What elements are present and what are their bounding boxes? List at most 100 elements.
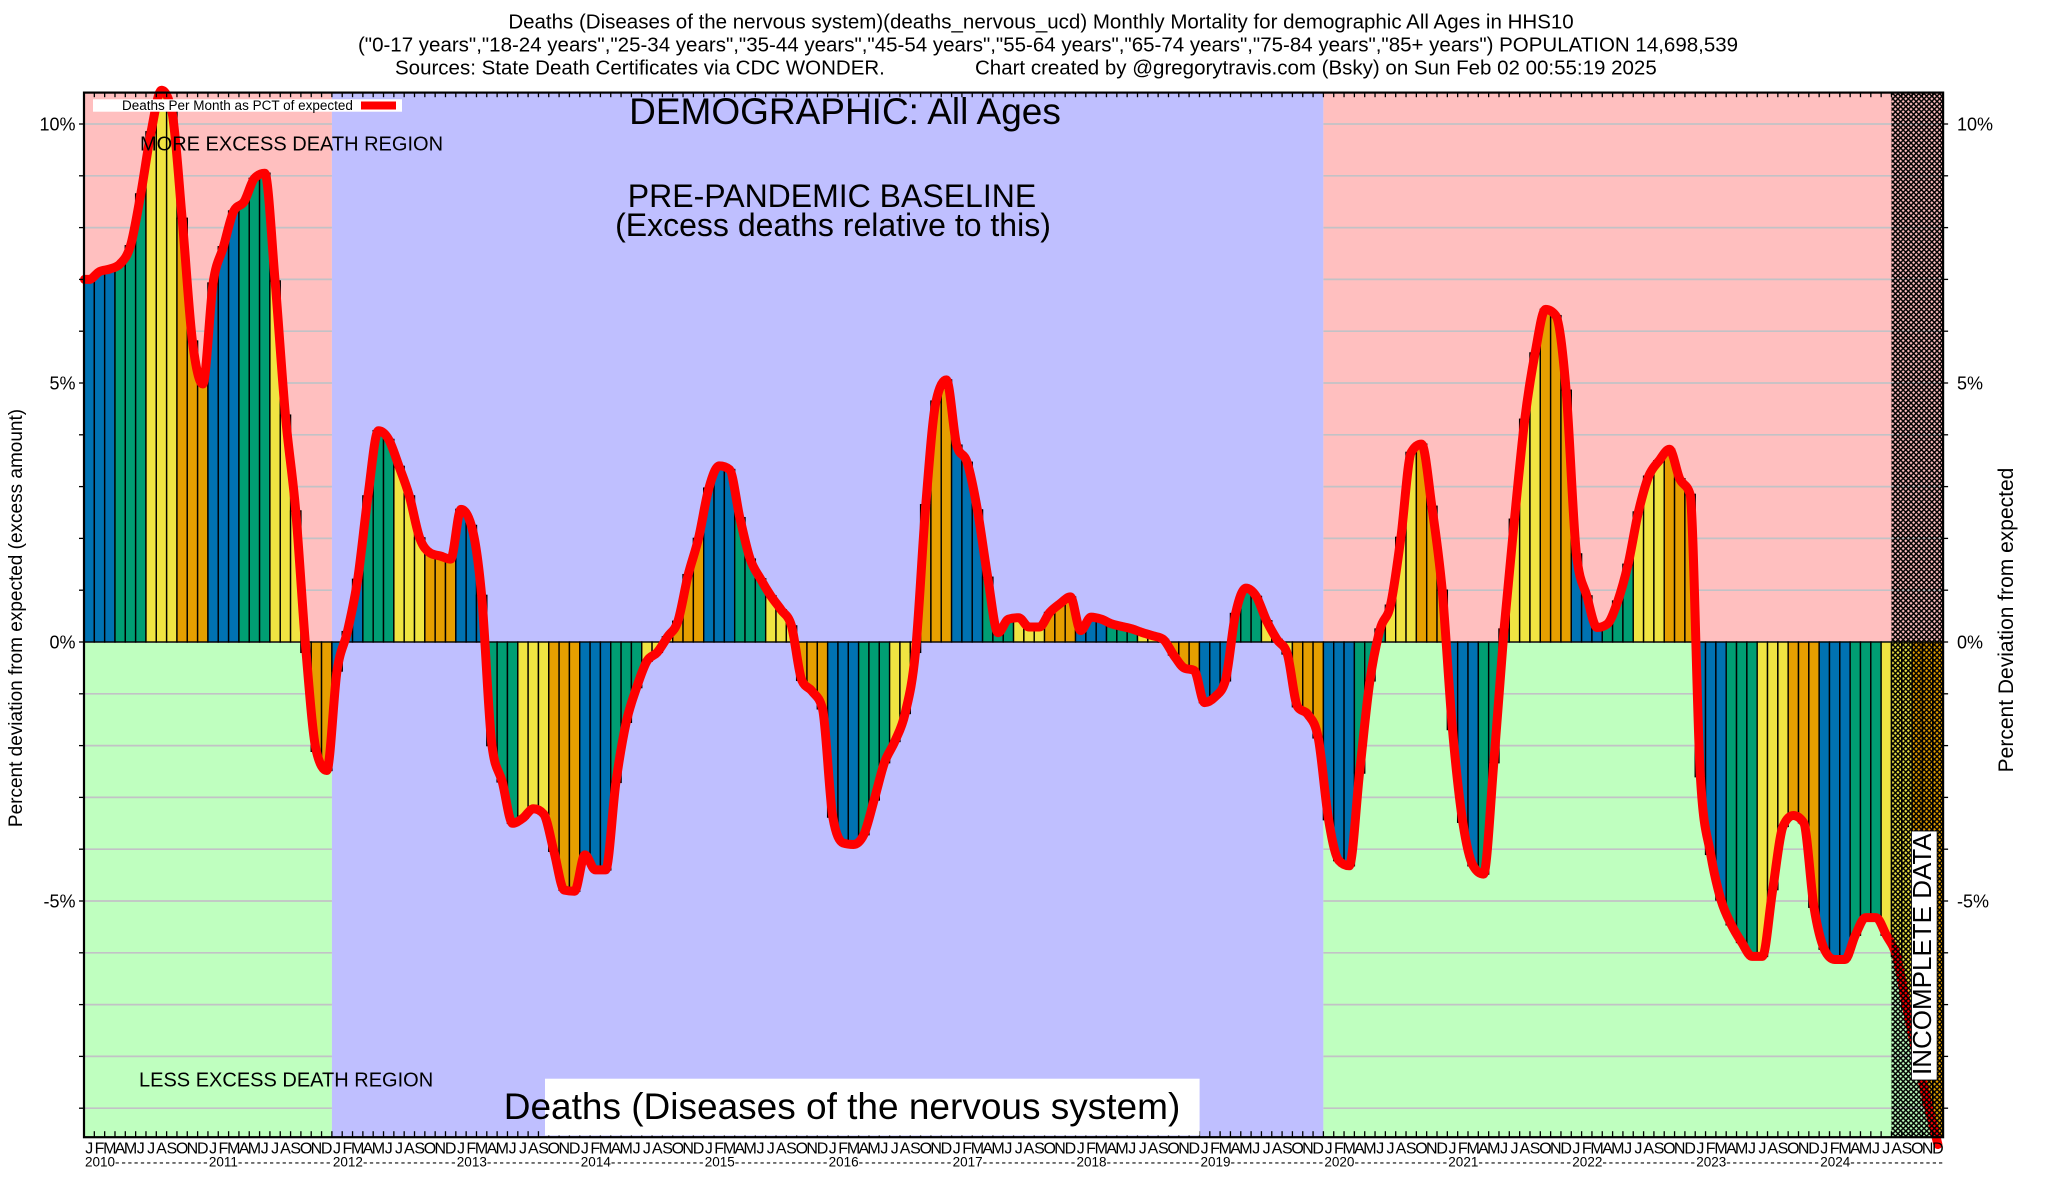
svg-text:S: S: [414, 1141, 425, 1158]
svg-text:A: A: [280, 1141, 291, 1158]
svg-text:J: J: [1376, 1141, 1384, 1158]
svg-text:5%: 5%: [49, 373, 75, 393]
svg-text:A: A: [404, 1141, 415, 1158]
svg-text:J: J: [509, 1141, 517, 1158]
svg-text:S: S: [290, 1141, 301, 1158]
svg-text:10%: 10%: [1957, 114, 1993, 134]
svg-text:J: J: [953, 1141, 961, 1158]
svg-text:M: M: [1487, 1141, 1500, 1158]
svg-text:A: A: [1767, 1141, 1778, 1158]
svg-text:M: M: [847, 1141, 860, 1158]
svg-text:A: A: [156, 1141, 167, 1158]
svg-text:F: F: [1086, 1141, 1096, 1158]
svg-text:S: S: [1654, 1141, 1665, 1158]
svg-text:O: O: [176, 1141, 188, 1158]
svg-text:F: F: [466, 1141, 476, 1158]
svg-text:M: M: [103, 1141, 116, 1158]
svg-text:J: J: [643, 1141, 651, 1158]
svg-text:N: N: [1302, 1141, 1314, 1158]
svg-text:N: N: [1426, 1141, 1438, 1158]
svg-text:J: J: [1325, 1141, 1333, 1158]
svg-text:O: O: [1291, 1141, 1303, 1158]
svg-text:D: D: [445, 1141, 457, 1158]
svg-text:O: O: [1663, 1141, 1675, 1158]
svg-text:S: S: [538, 1141, 549, 1158]
svg-text:S: S: [910, 1141, 921, 1158]
svg-text:2014---------------: 2014---------------: [581, 1155, 705, 1170]
svg-text:M: M: [1095, 1141, 1108, 1158]
svg-text:M: M: [620, 1141, 633, 1158]
svg-text:S: S: [1406, 1141, 1417, 1158]
svg-text:J: J: [829, 1141, 837, 1158]
svg-text:O: O: [424, 1141, 436, 1158]
svg-text:Deaths (Diseases of the nervou: Deaths (Diseases of the nervous system): [504, 1086, 1181, 1127]
svg-text:M: M: [227, 1141, 240, 1158]
svg-text:S: S: [1034, 1141, 1045, 1158]
svg-text:J: J: [633, 1141, 641, 1158]
svg-text:D: D: [941, 1141, 953, 1158]
svg-text:A: A: [115, 1141, 126, 1158]
svg-text:A: A: [1396, 1141, 1407, 1158]
svg-text:A: A: [239, 1141, 250, 1158]
svg-text:O: O: [1539, 1141, 1551, 1158]
svg-text:J: J: [1748, 1141, 1756, 1158]
svg-text:A: A: [1148, 1141, 1159, 1158]
svg-text:J: J: [757, 1141, 765, 1158]
svg-text:J: J: [1696, 1141, 1704, 1158]
svg-text:M: M: [1363, 1141, 1376, 1158]
svg-text:S: S: [1282, 1141, 1293, 1158]
svg-text:A: A: [1024, 1141, 1035, 1158]
svg-text:("0-17 years","18-24 years","2: ("0-17 years","18-24 years","25-34 years…: [358, 34, 1738, 57]
svg-text:J: J: [1128, 1141, 1136, 1158]
svg-text:MORE EXCESS DEATH REGION: MORE EXCESS DEATH REGION: [140, 134, 443, 156]
svg-text:A: A: [1272, 1141, 1283, 1158]
svg-text:N: N: [806, 1141, 818, 1158]
svg-text:M: M: [1735, 1141, 1748, 1158]
svg-text:N: N: [1178, 1141, 1190, 1158]
svg-text:J: J: [395, 1141, 403, 1158]
svg-text:J: J: [1820, 1141, 1828, 1158]
svg-text:F: F: [714, 1141, 724, 1158]
svg-text:D: D: [1560, 1141, 1572, 1158]
svg-text:O: O: [1415, 1141, 1427, 1158]
svg-text:J: J: [457, 1141, 465, 1158]
svg-text:Chart created by @gregorytravi: Chart created by @gregorytravis.com (Bsk…: [975, 57, 1657, 80]
svg-text:J: J: [1139, 1141, 1147, 1158]
svg-text:M: M: [1859, 1141, 1872, 1158]
svg-text:2020---------------: 2020---------------: [1324, 1155, 1448, 1170]
svg-text:F: F: [1582, 1141, 1592, 1158]
svg-text:D: D: [817, 1141, 829, 1158]
svg-text:M: M: [1343, 1141, 1356, 1158]
svg-text:J: J: [137, 1141, 145, 1158]
svg-text:F: F: [343, 1141, 353, 1158]
svg-text:O: O: [672, 1141, 684, 1158]
svg-text:J: J: [1263, 1141, 1271, 1158]
svg-text:J: J: [880, 1141, 888, 1158]
svg-text:J: J: [271, 1141, 279, 1158]
svg-text:J: J: [891, 1141, 899, 1158]
svg-text:M: M: [1219, 1141, 1232, 1158]
svg-text:J: J: [581, 1141, 589, 1158]
svg-text:S: S: [662, 1141, 673, 1158]
svg-text:N: N: [559, 1141, 571, 1158]
svg-text:J: J: [1077, 1141, 1085, 1158]
svg-text:J: J: [1511, 1141, 1519, 1158]
svg-text:J: J: [1015, 1141, 1023, 1158]
svg-text:O: O: [300, 1141, 312, 1158]
svg-text:0%: 0%: [49, 632, 75, 652]
svg-text:J: J: [1387, 1141, 1395, 1158]
svg-text:(Excess deaths relative to thi: (Excess deaths relative to this): [615, 207, 1051, 243]
svg-text:A: A: [982, 1141, 993, 1158]
svg-text:A: A: [1106, 1141, 1117, 1158]
svg-text:DEMOGRAPHIC: All Ages: DEMOGRAPHIC: All Ages: [629, 91, 1061, 132]
svg-text:D: D: [1065, 1141, 1077, 1158]
svg-text:J: J: [1004, 1141, 1012, 1158]
svg-text:S: S: [166, 1141, 177, 1158]
svg-text:Sources: State Death Certifica: Sources: State Death Certificates via CD…: [395, 57, 885, 80]
svg-text:2019---------------: 2019---------------: [1201, 1155, 1325, 1170]
svg-text:N: N: [930, 1141, 942, 1158]
svg-text:F: F: [838, 1141, 848, 1158]
svg-text:O: O: [1787, 1141, 1799, 1158]
svg-text:J: J: [1500, 1141, 1508, 1158]
svg-text:S: S: [1902, 1141, 1913, 1158]
